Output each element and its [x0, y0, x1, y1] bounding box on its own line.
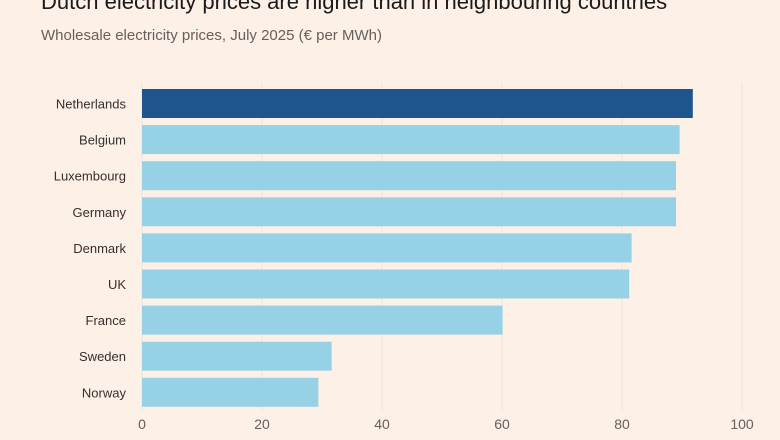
x-tick-label: 20: [254, 416, 270, 432]
x-tick-label: 60: [494, 416, 510, 432]
x-tick-label: 80: [614, 416, 630, 432]
category-label: UK: [108, 277, 126, 292]
bar-germany: [142, 197, 676, 227]
category-label: Norway: [82, 385, 127, 400]
category-label: Sweden: [79, 349, 126, 364]
bar-sweden: [142, 341, 332, 371]
category-label: Luxembourg: [54, 169, 126, 184]
bar-luxembourg: [142, 161, 676, 191]
bar-norway: [142, 377, 319, 407]
category-label: Netherlands: [56, 97, 127, 112]
bar-france: [142, 305, 503, 335]
category-label: Germany: [73, 205, 127, 220]
bar-netherlands: [142, 89, 693, 118]
bar-belgium: [142, 125, 680, 155]
x-tick-label: 40: [374, 416, 390, 432]
category-label: France: [86, 313, 126, 328]
bar-uk: [142, 269, 630, 299]
chart-title: Dutch electricity prices are higher than…: [41, 0, 668, 14]
category-label: Belgium: [79, 133, 126, 148]
x-tick-label: 100: [730, 416, 754, 432]
bar-denmark: [142, 233, 632, 263]
category-label: Denmark: [73, 241, 126, 256]
chart-subtitle: Wholesale electricity prices, July 2025 …: [41, 27, 382, 44]
x-tick-label: 0: [138, 416, 146, 432]
